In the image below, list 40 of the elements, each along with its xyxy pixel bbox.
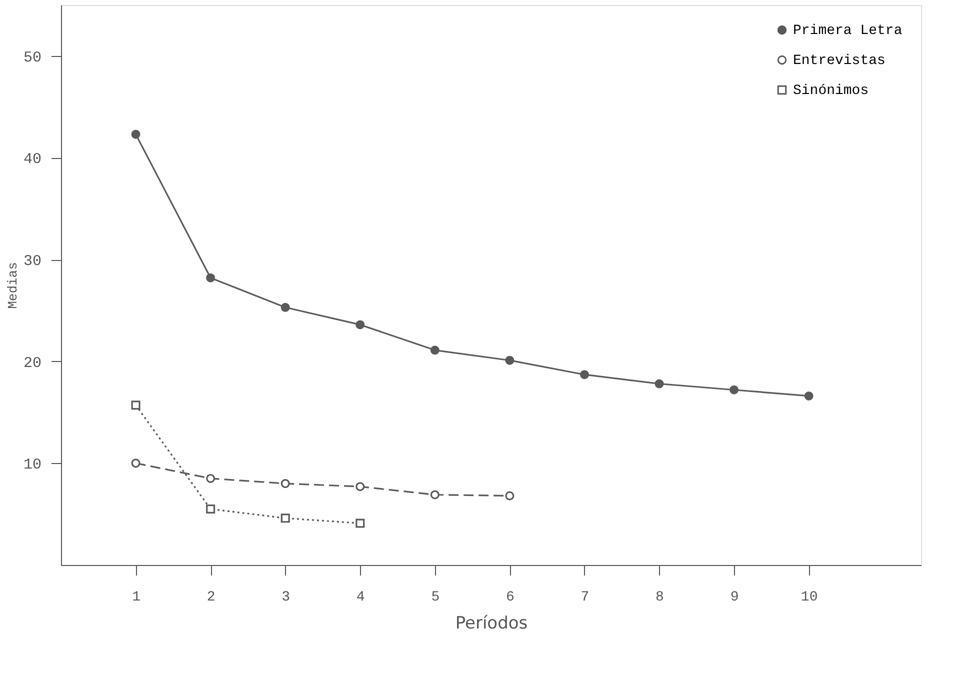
x-tick-label: 7 — [580, 590, 590, 606]
point — [280, 479, 290, 488]
point — [430, 490, 440, 500]
x-tick-label: 4 — [356, 590, 365, 606]
y-axis-title: Medias — [5, 262, 20, 309]
y-tick-label: 30 — [23, 253, 42, 270]
point — [280, 302, 290, 312]
x-tick-label: 9 — [730, 590, 739, 606]
legend-label: Sinónimos — [793, 83, 869, 99]
x-tick-label: 10 — [800, 590, 818, 606]
point — [356, 482, 365, 492]
x-tick-label: 5 — [431, 590, 440, 606]
x-tick-label: 6 — [506, 590, 514, 606]
legend-label: Primera Letra — [793, 23, 902, 39]
point — [580, 370, 589, 380]
point — [505, 356, 514, 365]
legend-label: Entrevistas — [793, 53, 886, 69]
x-tick-label: 1 — [132, 590, 140, 606]
y-tick-label: 10 — [23, 456, 42, 474]
x-tick-label: 8 — [656, 590, 664, 606]
point — [505, 491, 514, 500]
point — [654, 379, 664, 388]
point — [206, 273, 216, 282]
x-tick-label: 2 — [206, 590, 216, 606]
y-tick-label: 40 — [23, 151, 42, 168]
point — [730, 385, 739, 394]
y-tick-label: 20 — [23, 354, 42, 372]
point — [804, 391, 814, 400]
point — [356, 518, 365, 528]
point — [131, 458, 140, 468]
point — [131, 130, 140, 139]
x-tick-label: 3 — [282, 590, 290, 606]
x-axis-title: Períodos — [455, 614, 528, 634]
point — [356, 320, 365, 330]
point — [206, 474, 216, 483]
point — [430, 346, 440, 355]
y-tick-label: 50 — [23, 49, 42, 66]
point — [131, 400, 140, 410]
point — [206, 504, 216, 514]
point — [280, 514, 290, 523]
